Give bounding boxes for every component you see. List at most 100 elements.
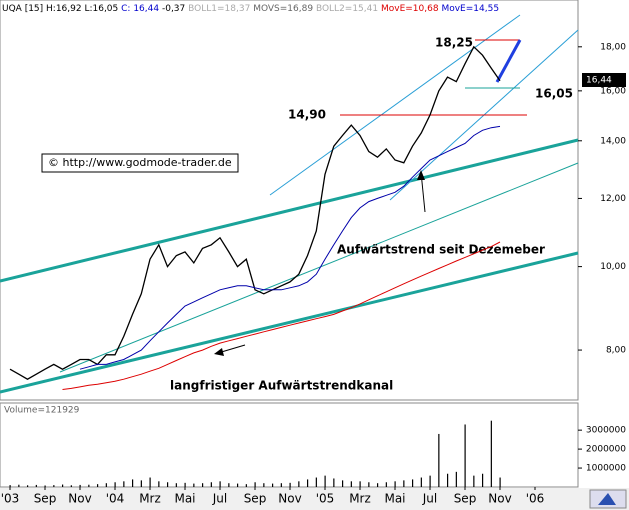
volume-bar — [324, 475, 326, 487]
volume-bar — [193, 483, 195, 487]
volume-bar — [385, 482, 387, 487]
volume-bar — [175, 483, 177, 487]
header-item: BOLL2=15,41 — [316, 4, 378, 14]
x-tick-label: Jul — [212, 492, 227, 506]
annotation: 16,05 — [535, 87, 573, 101]
volume-bar — [298, 481, 300, 487]
volume-bar — [184, 482, 186, 487]
y-tick-label: 16,00 — [600, 86, 626, 96]
volume-bar — [149, 477, 151, 487]
volume-bar — [420, 477, 422, 487]
volume-bar — [455, 471, 457, 487]
trend-line — [0, 251, 579, 394]
series-line — [62, 241, 501, 390]
x-tick-label: '03 — [1, 492, 20, 506]
volume-bar — [53, 485, 55, 487]
annotation: 18,25 — [435, 36, 473, 50]
arrow-head — [417, 170, 425, 180]
price-tag — [582, 73, 626, 87]
x-tick-label: '05 — [316, 492, 335, 506]
y-tick-label: 12,00 — [600, 194, 626, 204]
header-item: C: 16,44 — [121, 4, 159, 14]
y-tick-label: 2000000 — [586, 445, 626, 455]
x-tick-label: '06 — [526, 492, 545, 506]
volume-bar — [289, 482, 291, 487]
volume-bar — [394, 481, 396, 487]
volume-bar — [62, 484, 64, 487]
volume-bar — [368, 482, 370, 487]
volume-bar — [490, 420, 492, 487]
x-tick-label: Sep — [244, 492, 267, 506]
volume-bar — [245, 484, 247, 487]
x-tick-label: Jul — [422, 492, 437, 506]
y-tick-label: 1000000 — [586, 464, 626, 474]
volume-bar — [105, 483, 107, 487]
volume-bar — [412, 479, 414, 487]
x-tick-label: Nov — [488, 492, 511, 506]
trend-line — [269, 14, 521, 196]
header-item: -0,37 — [162, 4, 185, 14]
volume-bar — [219, 481, 221, 487]
trend-line — [59, 162, 579, 373]
annotation: 14,90 — [288, 108, 326, 122]
volume-bar — [210, 482, 212, 487]
x-tick-label: Mai — [384, 492, 405, 506]
volume-bar — [315, 477, 317, 487]
volume-bar — [88, 484, 90, 487]
volume-bar — [307, 479, 309, 487]
volume-bar — [482, 473, 484, 487]
x-tick-label: Mai — [174, 492, 195, 506]
price-tag-label: 16,44 — [586, 76, 612, 86]
volume-bar — [499, 477, 501, 487]
x-tick-label: Nov — [278, 492, 301, 506]
series-line — [79, 125, 501, 370]
volume-bar — [70, 485, 72, 487]
copyright-box — [41, 153, 239, 173]
arrow-head — [214, 348, 224, 356]
y-tick-label: 3000000 — [586, 426, 626, 436]
copyright: © http://www.godmode-trader.de — [48, 156, 232, 169]
price-panel — [0, 0, 579, 401]
volume-bar — [167, 482, 169, 487]
volume-bar — [350, 481, 352, 487]
volume-bar — [158, 481, 160, 487]
y-tick-label: 18,00 — [600, 42, 626, 52]
x-tick-label: '04 — [106, 492, 125, 506]
volume-bar — [429, 475, 431, 487]
volume-bar — [438, 433, 440, 487]
volume-bar — [18, 484, 20, 487]
volume-bar — [27, 485, 29, 487]
header-item: BOLL1=18,37 — [188, 4, 250, 14]
annotation: Aufwärtstrend seit Dezemeber — [337, 243, 545, 257]
volume-bar — [464, 424, 466, 487]
volume-panel — [0, 402, 579, 488]
volume-bar — [44, 485, 46, 487]
volume-bar — [263, 483, 265, 487]
volume-bar — [132, 479, 134, 487]
volume-bar — [473, 475, 475, 487]
volume-bar — [359, 481, 361, 487]
x-axis-band — [0, 488, 629, 510]
y-tick-label: 14,00 — [600, 136, 626, 146]
header-item: UQA [15] H:16,92 L:16,05 — [2, 4, 118, 14]
volume-bar — [342, 480, 344, 487]
header-item: MovE=14,55 — [441, 4, 499, 14]
forecast-arrow — [495, 39, 522, 83]
x-tick-label: Mrz — [349, 492, 371, 506]
y-tick-label: 8,00 — [606, 346, 626, 356]
header: UQA [15] H:16,92 L:16,05 C: 16,44 -0,37 … — [2, 4, 499, 14]
volume-bar — [228, 483, 230, 487]
volume-bar — [280, 483, 282, 487]
volume-bar — [140, 480, 142, 487]
volume-bar — [272, 483, 274, 487]
volume-bar — [403, 480, 405, 487]
header-item: MovE=10,68 — [381, 4, 439, 14]
volume-bar — [377, 483, 379, 487]
volume-bar — [9, 485, 11, 487]
volume-label: Volume=121929 — [4, 406, 80, 416]
annotation: langfristiger Aufwärtstrendkanal — [170, 379, 393, 393]
volume-bar — [79, 484, 81, 487]
volume-bar — [35, 484, 37, 487]
series-line — [9, 45, 501, 380]
